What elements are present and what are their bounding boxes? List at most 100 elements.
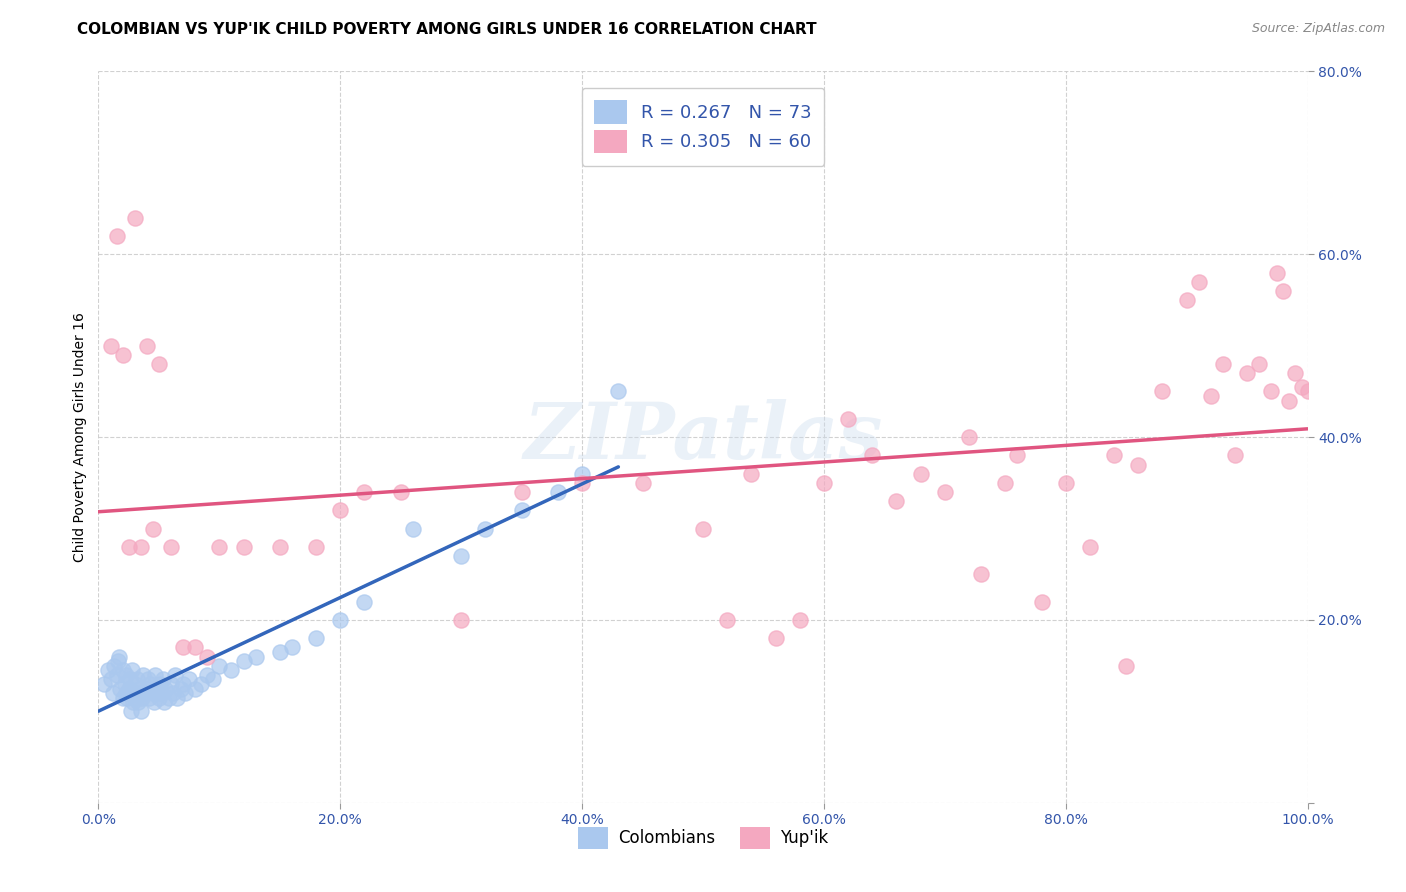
Point bbox=[111, 348, 134, 362]
Point bbox=[837, 412, 859, 426]
Point bbox=[740, 467, 762, 481]
Point bbox=[970, 567, 993, 582]
Point bbox=[160, 540, 183, 554]
Legend: Colombians, Yup'ik: Colombians, Yup'ik bbox=[567, 815, 839, 860]
Point bbox=[765, 632, 787, 646]
Point bbox=[129, 705, 152, 719]
Point bbox=[100, 338, 122, 352]
Point bbox=[607, 384, 630, 399]
Point bbox=[202, 673, 225, 687]
Point bbox=[1188, 275, 1211, 289]
Point bbox=[132, 667, 155, 681]
Point bbox=[124, 690, 146, 705]
Point bbox=[208, 658, 231, 673]
Point bbox=[994, 475, 1017, 490]
Point bbox=[111, 690, 134, 705]
Point bbox=[1128, 458, 1150, 472]
Point bbox=[510, 503, 533, 517]
Point bbox=[184, 681, 207, 696]
Point bbox=[131, 690, 153, 705]
Point bbox=[169, 681, 191, 696]
Point bbox=[221, 663, 243, 677]
Point bbox=[208, 540, 231, 554]
Point bbox=[103, 658, 125, 673]
Point bbox=[1115, 658, 1137, 673]
Point bbox=[813, 475, 835, 490]
Point bbox=[269, 540, 291, 554]
Point bbox=[232, 654, 254, 668]
Point bbox=[1152, 384, 1174, 399]
Point bbox=[353, 594, 375, 608]
Point bbox=[1199, 389, 1222, 403]
Point bbox=[118, 681, 141, 696]
Point bbox=[474, 521, 496, 535]
Point bbox=[329, 613, 352, 627]
Point bbox=[1284, 366, 1306, 380]
Point bbox=[1267, 266, 1289, 280]
Point bbox=[1249, 357, 1271, 371]
Point bbox=[179, 673, 201, 687]
Point bbox=[93, 677, 115, 691]
Point bbox=[135, 681, 157, 696]
Point bbox=[139, 677, 162, 691]
Point bbox=[269, 645, 291, 659]
Point bbox=[195, 649, 218, 664]
Point bbox=[111, 663, 134, 677]
Point bbox=[105, 229, 128, 244]
Point bbox=[134, 686, 156, 700]
Point bbox=[152, 673, 174, 687]
Point bbox=[114, 677, 136, 691]
Point bbox=[547, 485, 569, 500]
Point bbox=[124, 211, 146, 225]
Point bbox=[129, 540, 152, 554]
Point bbox=[1260, 384, 1282, 399]
Point bbox=[148, 357, 170, 371]
Point bbox=[172, 640, 194, 655]
Point bbox=[153, 681, 176, 696]
Point bbox=[152, 695, 174, 709]
Point bbox=[190, 677, 212, 691]
Text: ZIPatlas: ZIPatlas bbox=[523, 399, 883, 475]
Point bbox=[145, 681, 167, 696]
Point bbox=[157, 690, 180, 705]
Point bbox=[389, 485, 412, 500]
Point bbox=[571, 467, 593, 481]
Point bbox=[125, 686, 148, 700]
Point bbox=[136, 673, 159, 687]
Point bbox=[450, 613, 472, 627]
Point bbox=[108, 649, 131, 664]
Point bbox=[127, 695, 149, 709]
Point bbox=[510, 485, 533, 500]
Point bbox=[1223, 448, 1246, 462]
Point bbox=[184, 640, 207, 655]
Point bbox=[120, 705, 142, 719]
Point bbox=[631, 475, 654, 490]
Point bbox=[163, 667, 186, 681]
Point bbox=[1296, 384, 1319, 399]
Point bbox=[281, 640, 304, 655]
Point bbox=[692, 521, 714, 535]
Point bbox=[148, 690, 170, 705]
Point bbox=[143, 667, 166, 681]
Point bbox=[135, 338, 157, 352]
Text: COLOMBIAN VS YUP'IK CHILD POVERTY AMONG GIRLS UNDER 16 CORRELATION CHART: COLOMBIAN VS YUP'IK CHILD POVERTY AMONG … bbox=[77, 22, 817, 37]
Point bbox=[571, 475, 593, 490]
Point bbox=[138, 690, 160, 705]
Point bbox=[108, 681, 131, 696]
Point bbox=[1212, 357, 1234, 371]
Point bbox=[107, 654, 129, 668]
Point bbox=[118, 540, 141, 554]
Point bbox=[128, 681, 150, 696]
Point bbox=[305, 540, 328, 554]
Point bbox=[124, 677, 146, 691]
Point bbox=[1175, 293, 1198, 307]
Point bbox=[174, 686, 197, 700]
Point bbox=[127, 673, 149, 687]
Point bbox=[122, 695, 145, 709]
Point bbox=[305, 632, 328, 646]
Point bbox=[166, 690, 188, 705]
Point bbox=[402, 521, 425, 535]
Point bbox=[245, 649, 267, 664]
Point bbox=[160, 677, 183, 691]
Point bbox=[143, 695, 166, 709]
